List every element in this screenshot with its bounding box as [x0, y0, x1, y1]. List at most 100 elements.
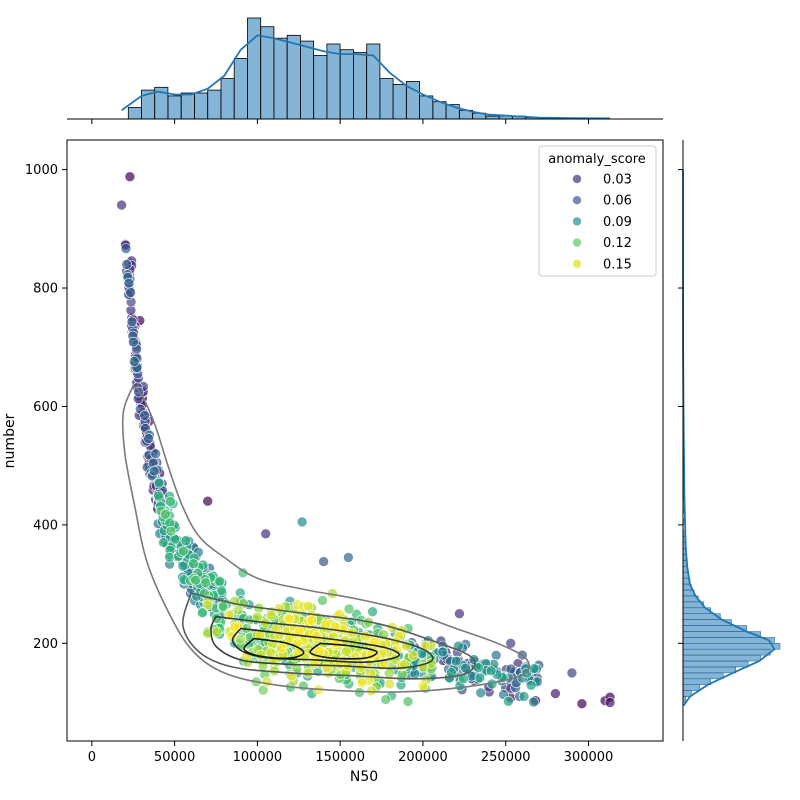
top-histogram-bar [419, 95, 434, 120]
scatter-point [308, 658, 320, 670]
scatter-point [518, 691, 530, 702]
scatter-point [356, 677, 368, 689]
top-histogram-bar [273, 37, 288, 120]
scatter-point [317, 595, 328, 606]
scatter-point [158, 537, 169, 548]
x-tick-label: 50000 [154, 750, 195, 765]
right-histogram-bar [682, 654, 761, 662]
right-marginal-ticks [678, 169, 683, 644]
main-plot-frame [66, 139, 664, 742]
top-histogram-bar [326, 43, 341, 120]
top-histogram-bar [352, 52, 367, 120]
scatter-point [265, 647, 277, 658]
scatter-point [450, 655, 462, 667]
scatter-point [417, 680, 429, 692]
scatter-point [528, 696, 539, 708]
scatter-point [139, 410, 150, 421]
scatter-point [485, 665, 497, 677]
scatter-point [604, 697, 616, 708]
top-histogram-bar [180, 92, 195, 120]
scatter-point [383, 667, 395, 679]
top-marginal-histogram [67, 17, 663, 124]
scatter-point [302, 667, 314, 679]
legend-entries: 0.03 0.06 0.09 0.12 0.15 [572, 173, 632, 272]
y-tick-label: 1000 [25, 163, 58, 178]
scatter-point [384, 678, 395, 690]
y-tick-label: 400 [33, 518, 58, 533]
scatter-point [125, 287, 136, 298]
top-histogram-bars [127, 17, 606, 120]
scatter-point [128, 336, 139, 348]
top-histogram-bar [313, 55, 328, 120]
right-kde-curve [682, 169, 776, 707]
legend-entry-label: 0.06 [603, 194, 632, 209]
scatter-point [229, 621, 241, 633]
legend-entry-label: 0.15 [603, 257, 632, 272]
right-histogram-bar [682, 678, 711, 685]
scatter-point [566, 667, 578, 679]
top-histogram-bar [339, 49, 354, 120]
y-tick-label: 200 [33, 637, 58, 652]
y-tick-label: 600 [33, 400, 58, 415]
scatter-point [265, 609, 277, 621]
top-histogram-bar [220, 78, 235, 120]
top-histogram-bar [194, 92, 209, 120]
scatter-point [180, 535, 192, 547]
scatter-point [200, 577, 212, 589]
top-histogram-bar [299, 40, 314, 120]
scatter-point [576, 698, 588, 710]
scatter-point [296, 516, 308, 528]
scatter-point [274, 603, 285, 614]
legend-entry-label: 0.12 [603, 236, 632, 251]
scatter-point [349, 651, 361, 662]
scatter-point [320, 619, 331, 630]
scatter-point [124, 171, 136, 182]
kde-contour-level-4 [231, 627, 400, 664]
x-tick-label: 100000 [233, 750, 283, 765]
scatter-point [190, 574, 201, 586]
right-histogram-bar [682, 684, 700, 691]
right-histogram-bar [682, 666, 736, 674]
scatter-point [211, 626, 222, 638]
scatter-point [284, 613, 295, 625]
scatter-point [126, 316, 138, 328]
right-histogram-bars [682, 376, 781, 703]
scatter-point [150, 448, 161, 460]
scatter-point [298, 680, 309, 692]
scatter-point [153, 477, 165, 489]
scatter-point [550, 688, 561, 699]
scatter-point [149, 465, 160, 477]
scatter-point [178, 545, 189, 557]
kde-contour-level-5 [243, 637, 305, 660]
top-kde-curve [121, 34, 611, 120]
scatter-point [318, 556, 329, 567]
x-tick-label: 0 [88, 750, 96, 765]
scatter-point [343, 552, 354, 563]
legend-entry-label: 0.03 [603, 173, 632, 188]
scatter-points [116, 171, 616, 710]
scatter-point [490, 649, 502, 661]
scatter-point [164, 551, 175, 563]
scatter-point [116, 199, 127, 211]
scatter-point [197, 607, 208, 619]
top-histogram-bar [233, 58, 248, 120]
scatter-point [505, 637, 517, 649]
top-histogram-bar [432, 101, 447, 120]
top-histogram-bar [247, 17, 262, 120]
scatter-point [367, 606, 378, 618]
scatter-point [160, 508, 171, 520]
scatter-point [366, 685, 377, 697]
main-scatter-plot: 0 50000 100000 150000 200000 250000 300000 200… [2, 139, 664, 785]
scatter-point [343, 603, 355, 615]
kde-contour-level-3 [210, 615, 434, 670]
scatter-point [165, 496, 176, 507]
top-histogram-bar [167, 95, 182, 120]
scatter-point [505, 663, 517, 675]
x-tick-label: 300000 [564, 750, 614, 765]
x-tick-label: 200000 [398, 750, 448, 765]
scatter-point [475, 687, 487, 699]
legend-marker [572, 258, 582, 269]
top-histogram-bar [207, 89, 222, 120]
x-tick-label: 250000 [481, 750, 531, 765]
y-axis-ticks: 200 400 600 800 1000 [25, 163, 67, 652]
